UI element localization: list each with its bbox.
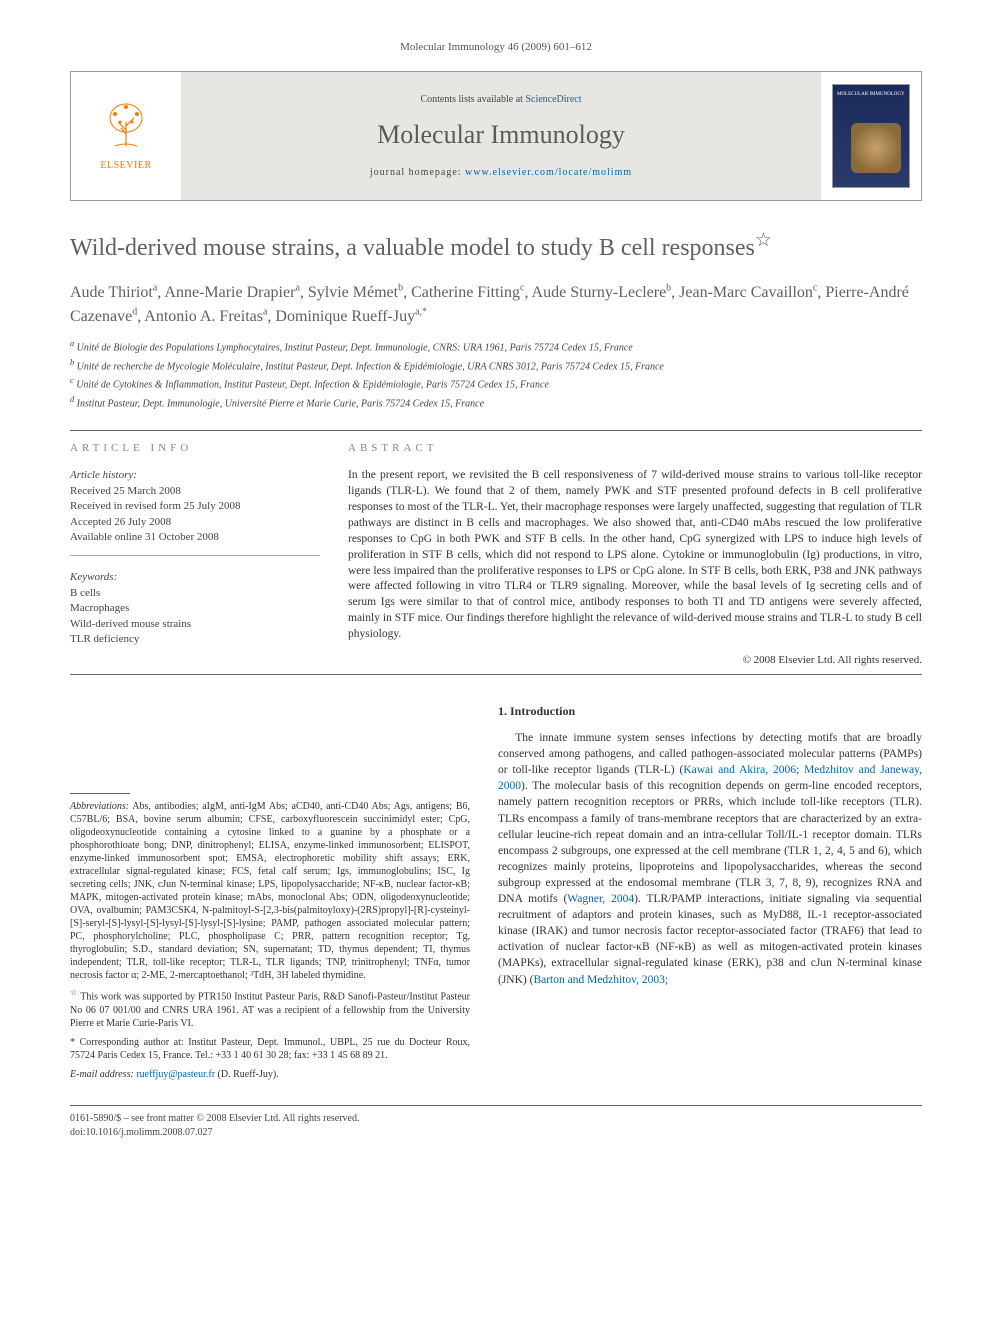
history-line: Available online 31 October 2008 — [70, 530, 320, 545]
introduction-column: 1. Introduction The innate immune system… — [498, 703, 922, 1086]
cover-title: MOLECULAR IMMUNOLOGY — [837, 91, 905, 98]
author-list: Aude Thiriota, Anne-Marie Drapiera, Sylv… — [70, 281, 922, 327]
affiliation-line: b Unité de recherche de Mycologie Molécu… — [70, 357, 922, 375]
corresponding-email-link[interactable]: rueffjuy@pasteur.fr — [136, 1069, 215, 1080]
corr-text: Corresponding author at: Institut Pasteu… — [70, 1037, 470, 1061]
introduction-text: The innate immune system senses infectio… — [498, 730, 922, 988]
affiliation-line: d Institut Pasteur, Dept. Immunologie, U… — [70, 394, 922, 412]
history-line: Received 25 March 2008 — [70, 484, 320, 499]
funding-marker: ☆ — [70, 988, 78, 997]
affiliation-line: a Unité de Biologie des Populations Lymp… — [70, 338, 922, 356]
introduction-heading: 1. Introduction — [498, 703, 922, 720]
title-text: Wild-derived mouse strains, a valuable m… — [70, 235, 755, 261]
abstract-column: ABSTRACT In the present report, we revis… — [348, 441, 922, 668]
history-line: Received in revised form 25 July 2008 — [70, 499, 320, 514]
footnotes-column: Abbreviations: Abs, antibodies; aIgM, an… — [70, 703, 470, 1086]
contents-prefix: Contents lists available at — [420, 94, 525, 105]
citation-link-2[interactable]: Wagner, 2004 — [567, 893, 634, 905]
journal-masthead: ELSEVIER Contents lists available at Sci… — [70, 71, 922, 201]
sciencedirect-link[interactable]: ScienceDirect — [525, 94, 581, 105]
email-footnote: E-mail address: rueffjuy@pasteur.fr (D. … — [70, 1068, 470, 1081]
journal-homepage-line: journal homepage: www.elsevier.com/locat… — [370, 166, 632, 180]
journal-cover-thumbnail: MOLECULAR IMMUNOLOGY — [832, 84, 910, 188]
abstract-text: In the present report, we revisited the … — [348, 468, 922, 642]
email-label: E-mail address: — [70, 1069, 134, 1080]
journal-homepage-link[interactable]: www.elsevier.com/locate/molimm — [465, 167, 632, 178]
citation-link-3[interactable]: Barton and Medzhitov, 2003; — [533, 974, 668, 986]
abbrev-text: Abs, antibodies; aIgM, anti-IgM Abs; aCD… — [70, 801, 470, 981]
affiliations: a Unité de Biologie des Populations Lymp… — [70, 338, 922, 412]
cover-image-icon — [851, 123, 901, 173]
contents-available-line: Contents lists available at ScienceDirec… — [420, 93, 581, 107]
abbreviations-block: Abbreviations: Abs, antibodies; aIgM, an… — [70, 800, 470, 982]
cover-thumbnail-box: MOLECULAR IMMUNOLOGY — [821, 72, 921, 200]
abstract-label: ABSTRACT — [348, 441, 922, 456]
article-info-label: ARTICLE INFO — [70, 441, 320, 456]
footer-front-matter: 0161-5890/$ – see front matter © 2008 El… — [70, 1112, 922, 1126]
history-line: Accepted 26 July 2008 — [70, 515, 320, 530]
masthead-center: Contents lists available at ScienceDirec… — [181, 72, 821, 200]
section-divider — [70, 430, 922, 431]
publisher-logo-box: ELSEVIER — [71, 72, 181, 200]
abbrev-label: Abbreviations: — [70, 801, 129, 812]
keyword-line: B cells — [70, 586, 320, 601]
publisher-name: ELSEVIER — [100, 159, 151, 173]
footer-rule — [70, 1105, 922, 1106]
article-info-column: ARTICLE INFO Article history: Received 2… — [70, 441, 320, 668]
intro-para-1c: ). TLR/PAMP interactions, initiate signa… — [498, 893, 922, 985]
homepage-prefix: journal homepage: — [370, 167, 465, 178]
title-footnote-marker: ☆ — [755, 230, 772, 251]
running-head: Molecular Immunology 46 (2009) 601–612 — [70, 40, 922, 55]
article-history-label: Article history: — [70, 468, 320, 483]
footnote-rule — [70, 793, 130, 794]
funding-text: This work was supported by PTR150 Instit… — [70, 992, 470, 1029]
keywords-label: Keywords: — [70, 570, 320, 585]
elsevier-tree-icon — [101, 100, 151, 150]
email-suffix: (D. Rueff-Juy). — [215, 1069, 279, 1080]
journal-name: Molecular Immunology — [377, 117, 625, 153]
section-divider-2 — [70, 674, 922, 675]
article-title: Wild-derived mouse strains, a valuable m… — [70, 229, 922, 263]
keyword-line: Wild-derived mouse strains — [70, 617, 320, 632]
info-divider — [70, 555, 320, 556]
footer-doi: doi:10.1016/j.molimm.2008.07.027 — [70, 1126, 922, 1140]
keyword-line: TLR deficiency — [70, 632, 320, 647]
intro-para-1b: ). The molecular basis of this recogniti… — [498, 780, 922, 905]
funding-footnote: ☆ This work was supported by PTR150 Inst… — [70, 988, 470, 1029]
affiliation-line: c Unité de Cytokines & Inflammation, Ins… — [70, 375, 922, 393]
abstract-copyright: © 2008 Elsevier Ltd. All rights reserved… — [348, 653, 922, 668]
corresponding-author-footnote: * Corresponding author at: Institut Past… — [70, 1036, 470, 1062]
keyword-line: Macrophages — [70, 601, 320, 616]
